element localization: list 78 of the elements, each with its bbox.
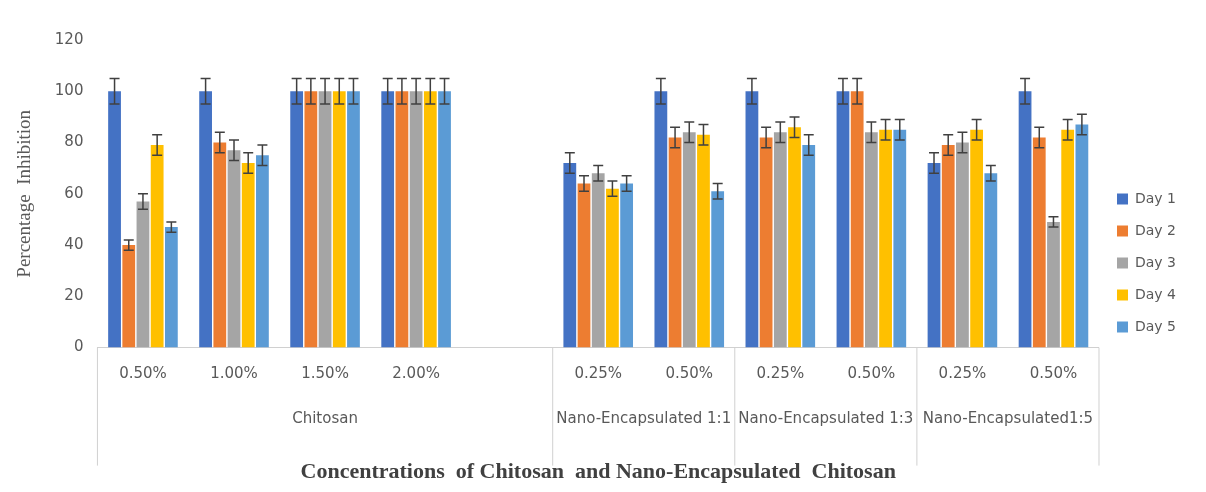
- x-tick-label: 0.25%: [938, 364, 987, 383]
- bar: [136, 201, 150, 348]
- bar: [150, 145, 164, 348]
- bar: [711, 191, 725, 348]
- x-tick-label: 2.00%: [392, 364, 440, 383]
- bar: [438, 91, 451, 348]
- bar: [318, 91, 332, 348]
- bar: [563, 163, 577, 348]
- bar: [423, 91, 437, 348]
- y-tick-label: 100: [54, 81, 84, 100]
- bar: [697, 134, 710, 348]
- x-tick-label: 0.50%: [1029, 364, 1078, 383]
- y-tick-label: 40: [64, 234, 84, 253]
- bar: [304, 91, 318, 348]
- bar: [654, 91, 668, 348]
- x-axis-title: Concentrations of Chitosan and Nano-Encapsulated Chitosan: [300, 458, 896, 484]
- x-tick-label: 0.25%: [756, 364, 805, 383]
- x-tick-label: 1.50%: [301, 364, 349, 383]
- bar: [122, 245, 136, 348]
- y-axis-title: Percentage Inhibition: [13, 109, 35, 278]
- bar: [802, 145, 816, 348]
- bar: [864, 132, 878, 348]
- bar: [788, 127, 801, 348]
- bar: [927, 163, 941, 348]
- x-tick-label: 0.50%: [847, 364, 896, 383]
- text: Nano-Encapsulated 1:1: [556, 408, 732, 427]
- y-tick-label: 60: [64, 183, 84, 202]
- bar: [682, 132, 696, 348]
- bar: [984, 173, 998, 348]
- bar: [879, 129, 892, 348]
- bar: [606, 188, 619, 348]
- y-tick-label: 20: [64, 286, 84, 305]
- bar: [256, 155, 269, 348]
- bar: [591, 173, 605, 348]
- bar: [381, 91, 395, 348]
- bar: [332, 91, 346, 348]
- bar: [745, 91, 759, 348]
- bar: [199, 91, 212, 348]
- bar: [347, 91, 360, 348]
- bar: [290, 91, 304, 348]
- bar: [773, 132, 787, 348]
- legend-label: Day 2: [1135, 221, 1177, 238]
- y-tick-label: 80: [64, 132, 84, 151]
- bar: [620, 183, 634, 348]
- x-tick-label: 1.00%: [210, 364, 258, 383]
- bar: [970, 129, 984, 348]
- text: Nano-Encapsulated1:5: [922, 408, 1094, 427]
- bar: [227, 150, 241, 348]
- x-tick-label: 0.25%: [574, 364, 623, 383]
- legend-label: Day 5: [1135, 317, 1177, 334]
- legend-label: Day 1: [1135, 189, 1177, 206]
- bar: [941, 145, 955, 348]
- bar: [409, 91, 423, 348]
- y-tick-label: 120: [54, 29, 84, 48]
- bar: [1061, 129, 1075, 348]
- bar: [1018, 91, 1032, 348]
- x-tick-label: 0.50%: [665, 364, 714, 383]
- bar: [668, 137, 682, 348]
- bar: [759, 137, 773, 348]
- bar: [164, 227, 178, 348]
- y-tick-label: 0: [73, 337, 84, 356]
- bar: [1032, 137, 1046, 348]
- bar: [956, 142, 969, 348]
- bar: [1075, 124, 1089, 348]
- bar: [213, 142, 227, 348]
- bar: [108, 91, 121, 348]
- x-tick-label: 0.50%: [119, 364, 167, 383]
- bar: [1047, 222, 1060, 348]
- bar: [577, 183, 591, 348]
- legend-label: Day 3: [1135, 253, 1177, 270]
- text: Nano-Encapsulated 1:3: [738, 408, 914, 427]
- bar: [836, 91, 850, 348]
- text: Chitosan: [292, 408, 358, 427]
- legend-label: Day 4: [1135, 285, 1177, 302]
- bar: [850, 91, 864, 348]
- bar: [395, 91, 409, 348]
- bar: [241, 163, 255, 348]
- bar: [893, 129, 907, 348]
